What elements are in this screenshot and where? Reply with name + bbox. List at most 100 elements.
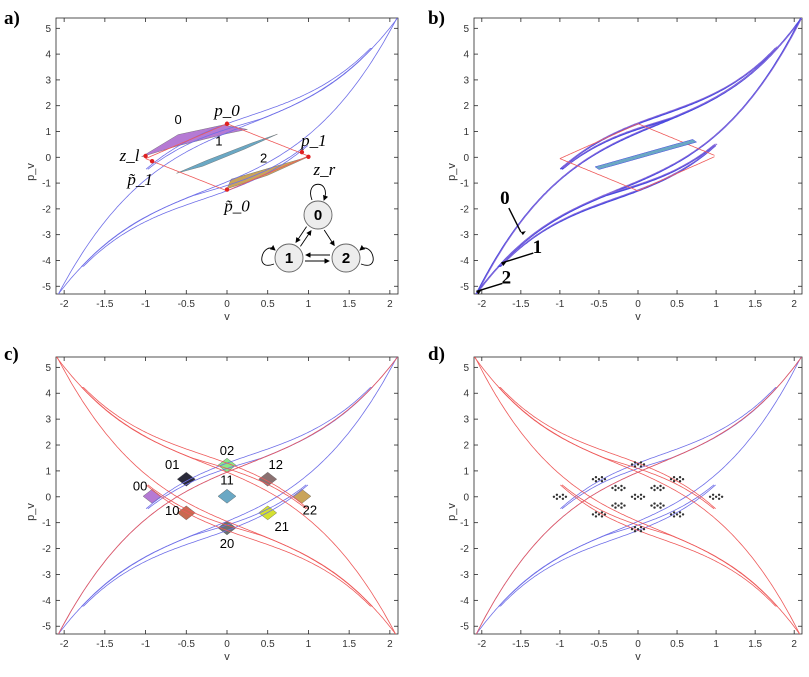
transition-graph: 0 1 2 — [261, 183, 374, 273]
dot-mark — [672, 475, 676, 479]
dot-mark — [642, 495, 646, 498]
y-tick-label: 3 — [463, 415, 469, 426]
graph-loop-edge — [310, 183, 329, 201]
dot-mark — [678, 511, 682, 514]
x-tick-label: -1 — [141, 299, 150, 310]
dot-mark — [603, 477, 607, 481]
dot-mark — [600, 515, 604, 518]
dot-mark — [659, 506, 662, 509]
dot-mark — [672, 479, 676, 483]
series-line — [145, 387, 373, 510]
x-tick-label: 2 — [387, 299, 393, 310]
graph-node-label: 1 — [285, 250, 293, 267]
dot-mark — [564, 495, 568, 498]
y-tick-label: 3 — [463, 75, 469, 86]
iterated-strip — [594, 139, 698, 170]
dot-mark — [714, 495, 718, 498]
y-tick-label: 5 — [463, 24, 469, 35]
dot-mark — [597, 477, 601, 481]
x-tick-label: -1 — [555, 639, 564, 650]
y-tick-label: -1 — [42, 179, 51, 190]
point-label: z_l — [119, 146, 140, 165]
dot-mark — [561, 493, 565, 496]
dot-mark — [630, 495, 634, 498]
dot-mark — [639, 493, 643, 496]
x-tick-label: 1 — [306, 299, 312, 310]
cell-label: 22 — [303, 502, 317, 517]
dot-mark — [600, 479, 604, 483]
plot-area — [57, 18, 398, 294]
dot-mark — [594, 475, 598, 479]
y-tick-label: -1 — [460, 518, 469, 529]
y-tick-label: 5 — [45, 363, 51, 374]
x-tick-label: -0.5 — [590, 639, 608, 650]
cell-label: 00 — [133, 478, 147, 493]
x-tick-label: 1.5 — [748, 299, 762, 310]
plot-area — [474, 357, 802, 634]
y-tick-label: -3 — [460, 570, 469, 581]
dot-mark — [620, 488, 623, 492]
y-tick-label: -3 — [42, 570, 51, 581]
dot-mark — [717, 493, 721, 496]
point-label: p_0 — [213, 101, 240, 120]
dot-mark — [614, 506, 617, 509]
panel-letter: a) — [4, 8, 20, 29]
annotation-arrow — [476, 282, 503, 293]
y-tick-label: -5 — [460, 622, 469, 633]
plot-area — [475, 18, 802, 294]
region-label: 1 — [215, 134, 222, 149]
y-axis-label: p_v — [25, 503, 37, 521]
series-line — [559, 47, 779, 170]
graph-node-label: 0 — [314, 207, 322, 224]
y-tick-label: -5 — [42, 282, 51, 293]
dot-mark — [639, 497, 643, 500]
x-tick-label: 0.5 — [261, 639, 275, 650]
dot-mark — [620, 484, 623, 488]
series-line — [474, 357, 801, 634]
x-tick-label: 0.5 — [670, 639, 684, 650]
dot-mark — [636, 463, 640, 466]
dot-mark — [633, 497, 637, 500]
dot-mark — [633, 493, 637, 496]
dot-mark — [591, 513, 595, 516]
annotation-label: 0 — [500, 188, 510, 209]
cell-label: 21 — [274, 519, 288, 534]
dot-mark — [642, 463, 646, 466]
cell-11 — [217, 489, 237, 504]
panel-letter: d) — [428, 344, 445, 365]
x-tick-label: 0 — [635, 299, 641, 310]
dot-mark — [672, 515, 676, 518]
y-axis-label: p_v — [446, 163, 458, 181]
panel-letter: c) — [4, 344, 19, 365]
x-tick-label: 2 — [791, 639, 797, 650]
dot-mark — [552, 495, 556, 498]
graph-edge — [323, 229, 335, 247]
x-tick-label: -0.5 — [590, 299, 608, 310]
y-tick-label: 4 — [463, 50, 469, 61]
annotation-arrow — [508, 207, 522, 233]
annotation-label: 1 — [533, 237, 543, 258]
series-line — [475, 357, 802, 634]
y-tick-label: -1 — [460, 179, 469, 190]
dot-mark — [633, 529, 637, 533]
y-tick-label: -4 — [460, 596, 469, 607]
x-tick-label: 0.5 — [261, 299, 275, 310]
y-tick-label: 0 — [463, 492, 469, 503]
point-label: p_1 — [300, 131, 327, 150]
dot-mark — [620, 502, 623, 505]
dot-mark — [611, 486, 614, 490]
y-tick-label: -3 — [42, 230, 51, 241]
series-line-echo — [499, 143, 718, 266]
dot-mark — [603, 513, 607, 516]
cell-label: 01 — [165, 457, 179, 472]
dot-mark — [669, 477, 673, 481]
graph-edge — [300, 230, 312, 247]
dot-mark — [669, 513, 673, 516]
x-tick-label: 1.5 — [748, 639, 762, 650]
series-line — [498, 387, 716, 510]
y-tick-label: -3 — [460, 230, 469, 241]
dot-mark — [659, 502, 662, 505]
point-marker — [143, 153, 148, 159]
y-axis-label: p_v — [25, 163, 37, 181]
graph-loop-edge — [359, 245, 374, 266]
